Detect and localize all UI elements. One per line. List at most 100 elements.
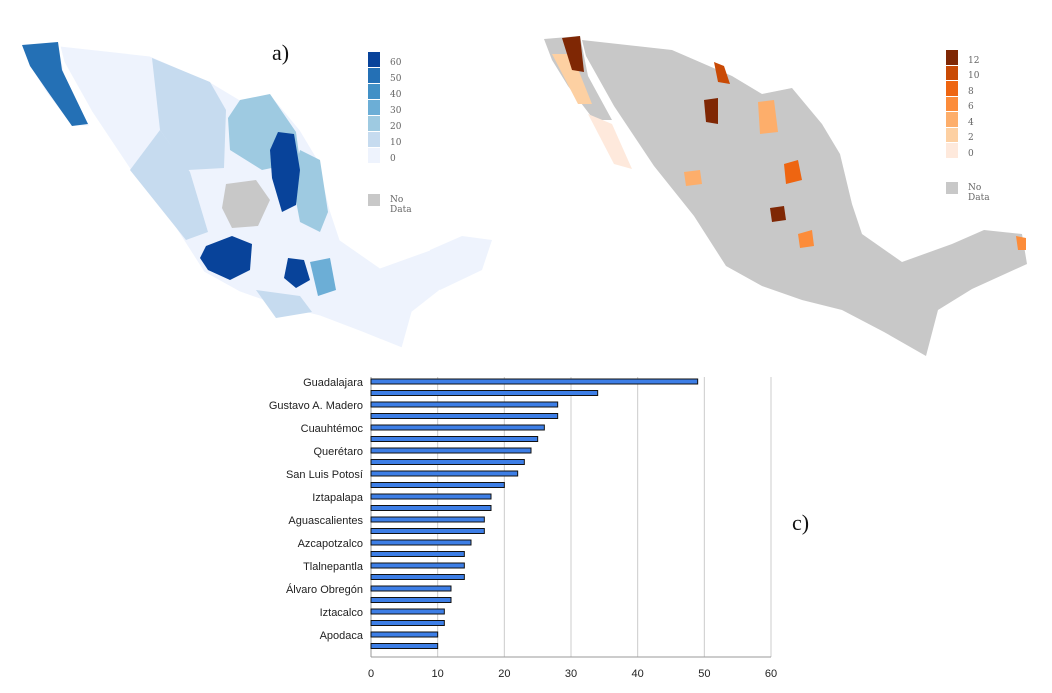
no-data-swatch	[368, 194, 380, 206]
region-nl-b	[784, 160, 802, 184]
legend-label: 60	[390, 58, 402, 68]
bar	[370, 436, 539, 442]
no-data-label: No Data	[390, 195, 412, 215]
panel-label-a: a)	[272, 40, 290, 65]
legend-swatch	[368, 100, 380, 115]
region-nuevo-leon	[270, 132, 300, 212]
region-tamaulipas	[292, 150, 328, 232]
bar	[370, 585, 452, 592]
bar	[370, 574, 465, 580]
bar	[370, 482, 505, 488]
bar	[370, 551, 465, 557]
x-tick-label: 0	[368, 668, 374, 680]
x-tick-label: 20	[498, 668, 510, 680]
bar	[370, 493, 492, 500]
x-tick-label: 50	[698, 668, 710, 680]
legend-label: 10	[390, 138, 402, 148]
category-label: Gustavo A. Madero	[269, 400, 363, 412]
region-cdmx-b	[798, 230, 814, 248]
bar	[370, 505, 492, 511]
category-label: Iztapalapa	[312, 492, 364, 504]
legend-label: 8	[968, 86, 974, 97]
bar	[370, 470, 519, 477]
legend-label: 50	[390, 74, 402, 84]
bar	[370, 528, 485, 534]
region-center	[284, 258, 310, 288]
x-tick-label: 30	[565, 668, 577, 680]
legend-label: 40	[390, 90, 402, 100]
bar	[370, 459, 525, 465]
region-chihuahua-b	[714, 62, 730, 84]
legend-label: 12	[968, 55, 980, 66]
category-label: San Luis Potosí	[286, 469, 363, 481]
legend-swatch	[368, 52, 380, 67]
region-durango-b	[704, 98, 718, 124]
legend-swatch	[946, 50, 958, 65]
legend-swatch	[368, 84, 380, 99]
region-yuc-b	[1016, 236, 1026, 250]
category-label: Cuauhtémoc	[301, 423, 364, 435]
category-label: Querétaro	[313, 446, 363, 458]
bar	[370, 413, 559, 419]
region-yucatan	[430, 236, 492, 290]
region-puebla	[310, 258, 336, 296]
bar	[370, 378, 699, 385]
bar	[370, 643, 439, 649]
region-baja	[22, 42, 88, 126]
region-chihuahua	[152, 58, 226, 170]
region-jal-b	[770, 206, 786, 222]
legend-label: 20	[390, 122, 402, 132]
legend-swatch	[368, 68, 380, 83]
bar	[370, 516, 485, 523]
category-label: Guadalajara	[303, 377, 364, 389]
bar	[370, 401, 559, 408]
bar	[370, 597, 452, 603]
x-tick-label: 10	[432, 668, 444, 680]
category-label: Álvaro Obregón	[286, 583, 363, 596]
region-sonora-dark	[562, 36, 584, 72]
x-tick-label: 40	[632, 668, 644, 680]
legend-swatch	[368, 116, 380, 131]
legend-label: 0	[968, 148, 974, 159]
legend-swatch	[946, 81, 958, 96]
legend-swatch	[946, 65, 958, 80]
legend-swatch	[368, 148, 380, 163]
no-data-label: No Data	[968, 183, 990, 203]
bar	[370, 539, 472, 546]
region-zac-b	[684, 170, 702, 186]
category-label: Tlalnepantla	[303, 561, 364, 573]
category-label: Azcapotzalco	[298, 538, 363, 550]
category-label: Iztacalco	[320, 607, 363, 619]
region-baja-south-b	[588, 114, 632, 169]
bar	[370, 562, 465, 569]
legend-label: 0	[390, 154, 396, 164]
legend-label: 2	[968, 133, 974, 143]
bar	[370, 424, 545, 431]
region-jalisco	[200, 236, 252, 280]
category-label: Aguascalientes	[288, 515, 363, 527]
region-coahuila-b	[758, 100, 778, 134]
legend-label: 10	[968, 71, 980, 81]
legend-swatch	[946, 112, 958, 127]
mexico-outline-b	[544, 36, 1027, 356]
legend-label: 6	[968, 102, 974, 112]
bar	[370, 631, 439, 638]
bar	[370, 390, 599, 396]
bar	[370, 608, 445, 615]
x-tick-label: 60	[765, 668, 777, 680]
region-sinaloa	[130, 130, 208, 240]
region-no-data	[222, 180, 270, 228]
region-baja-b	[552, 54, 592, 104]
legend-swatch	[368, 132, 380, 147]
legend-swatch	[946, 143, 958, 158]
no-data-swatch	[946, 182, 958, 194]
bar	[370, 620, 445, 626]
legend-swatch	[946, 96, 958, 111]
legend-label: 30	[390, 106, 402, 116]
panel-label-c: c)	[792, 510, 810, 535]
category-label: Apodaca	[320, 630, 364, 642]
